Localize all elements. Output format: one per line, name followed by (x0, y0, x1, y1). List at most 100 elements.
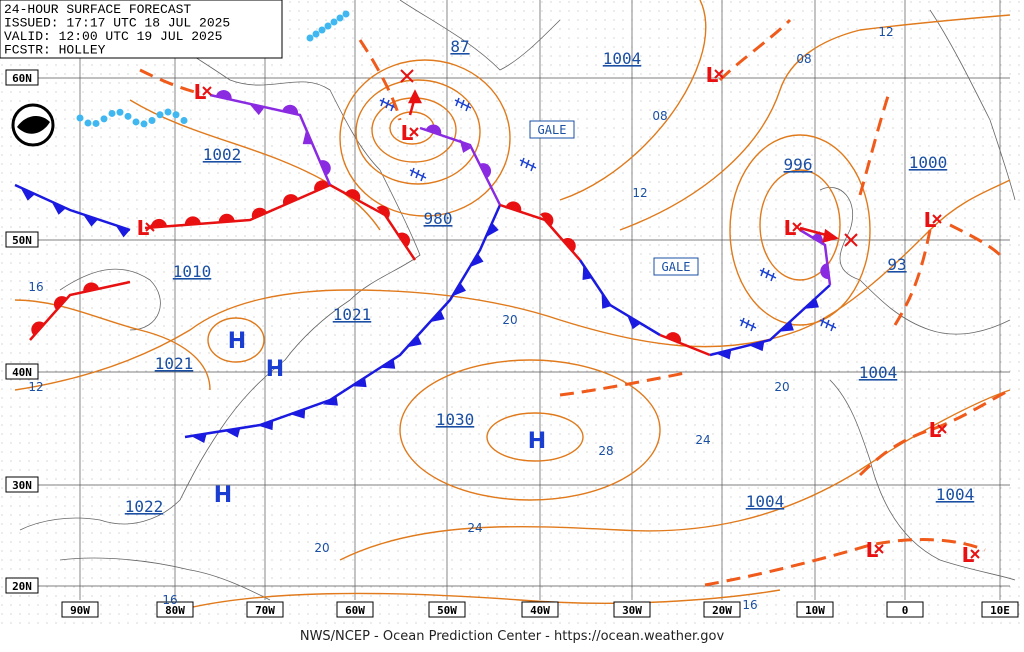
warm-front-barb (397, 232, 411, 248)
front-line (419, 126, 502, 206)
cold-front-barb (627, 315, 641, 330)
isobar-label: 20 (502, 313, 517, 327)
cold-front-barb (224, 428, 241, 438)
high-center: H (228, 329, 246, 354)
ice-dot (148, 116, 156, 124)
lon-label: 0 (902, 604, 909, 617)
isobar-label: 16 (162, 593, 177, 607)
troughs (139, 18, 1011, 587)
wind-barb (379, 97, 397, 112)
isobar-label: 20 (774, 380, 789, 394)
troughs-part (858, 388, 1011, 477)
isobar-label: 16 (28, 280, 43, 294)
low-center: L (784, 216, 797, 240)
motion-arrows-part (407, 89, 423, 104)
pressure-label: 1004 (936, 485, 975, 504)
ice-dot (92, 119, 100, 127)
pressure-label: 1004 (603, 49, 642, 68)
fronts (14, 10, 837, 444)
low-center-x (932, 214, 942, 224)
warm-front-barb (215, 90, 232, 100)
isobars-part (14, 299, 211, 391)
lat-label-box (5, 363, 39, 380)
cold-front-barb (582, 264, 593, 280)
low-center: L (962, 543, 975, 567)
ice-dot (156, 111, 164, 119)
lon-label-box (521, 601, 559, 618)
front-line (659, 333, 711, 357)
isobar-label: 24 (695, 433, 710, 447)
warm-front-barb (282, 104, 299, 115)
warm-front-barb (314, 180, 330, 192)
lon-label: 80W (165, 604, 185, 617)
isobar-label: 12 (632, 186, 647, 200)
lon-label-box (246, 601, 284, 618)
warm-front-barb (505, 201, 522, 212)
warm-front-barb (53, 296, 68, 311)
wind-barb (409, 167, 427, 182)
cold-front-barb (351, 377, 367, 388)
cold-front-barb (715, 349, 732, 360)
isobars-part (355, 79, 481, 185)
low-center: L (401, 121, 414, 145)
lat-label: 60N (12, 72, 32, 85)
gale-box (529, 120, 575, 139)
ice-dot (172, 111, 180, 119)
isobar-label: 12 (28, 380, 43, 394)
cold-front-barb (452, 282, 467, 297)
warm-front-barb (184, 216, 201, 225)
ice-dot (116, 108, 124, 116)
troughs-part (559, 370, 691, 397)
low-center: L (706, 63, 719, 87)
ice-dot (336, 14, 344, 22)
cold-front-barb (459, 139, 472, 153)
header-box (0, 0, 283, 59)
warm-front-barb (150, 218, 167, 228)
lon-label-box (613, 601, 651, 618)
lon-label-box (886, 601, 924, 618)
lon-label: 30W (622, 604, 642, 617)
warm-front-barb (319, 160, 331, 176)
ice-dot (84, 119, 92, 127)
isobars-part (559, 0, 707, 201)
warm-front-barb (540, 212, 554, 227)
troughs-part (718, 18, 792, 82)
cold-front-barb (778, 320, 794, 332)
lon-label: 70W (255, 604, 275, 617)
coastlines-part (829, 379, 1016, 581)
warm-front-barb (425, 124, 442, 136)
wind-barb (739, 317, 757, 332)
lon-label: 10W (805, 604, 825, 617)
footer: NWS/NCEP - Ocean Prediction Center - htt… (300, 629, 725, 644)
low-center: L (194, 80, 207, 104)
pressure-label: 1000 (909, 153, 948, 172)
lon-label: 60W (345, 604, 365, 617)
header-line: FCSTR: HOLLEY (4, 43, 106, 58)
troughs-part (858, 89, 892, 196)
isobars-part (339, 59, 511, 217)
cold-front-barb (407, 335, 422, 348)
ice-dot (108, 109, 116, 117)
low-center-x (970, 549, 980, 559)
pressure-label: 1021 (333, 305, 372, 324)
pressure-label: 87 (450, 37, 469, 56)
warm-front-barb (282, 194, 299, 206)
pressure-label: 1002 (203, 145, 242, 164)
front-line (184, 204, 502, 439)
low-center-x (202, 86, 212, 96)
lon-label-box (796, 601, 834, 618)
cross-marks (400, 69, 858, 247)
cold-front-barb (429, 310, 445, 323)
cold-front-barb (302, 129, 313, 145)
wind-barb (519, 157, 537, 172)
lat-label: 20N (12, 580, 32, 593)
warm-front-barb (345, 189, 361, 201)
ice-dot (342, 10, 350, 18)
pressure-label: 1030 (436, 410, 475, 429)
low-center-x (409, 127, 419, 137)
pressure-label: 980 (424, 209, 453, 228)
cold-front-barb (469, 253, 484, 268)
cold-front-barb (82, 214, 99, 227)
coastlines-part (929, 9, 1016, 201)
warm-front-barb (562, 238, 576, 253)
